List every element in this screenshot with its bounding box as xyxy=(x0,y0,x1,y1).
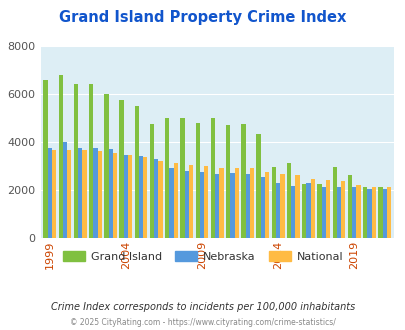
Bar xyxy=(382,188,386,238)
Bar xyxy=(279,174,284,238)
Bar xyxy=(230,173,234,238)
Bar xyxy=(184,171,188,238)
Bar xyxy=(74,84,78,238)
Bar xyxy=(104,94,108,238)
Bar xyxy=(82,150,86,238)
Bar xyxy=(188,165,193,238)
Bar xyxy=(286,163,290,238)
Text: Crime Index corresponds to incidents per 100,000 inhabitants: Crime Index corresponds to incidents per… xyxy=(51,302,354,312)
Bar xyxy=(128,155,132,238)
Bar xyxy=(180,118,184,238)
Bar xyxy=(149,124,154,238)
Bar xyxy=(143,157,147,238)
Bar xyxy=(169,168,173,238)
Bar xyxy=(234,168,238,238)
Bar xyxy=(356,185,360,238)
Bar xyxy=(310,179,314,238)
Bar xyxy=(78,148,82,238)
Bar xyxy=(226,125,230,238)
Bar xyxy=(63,142,67,238)
Bar xyxy=(119,100,124,238)
Bar xyxy=(290,186,295,238)
Bar xyxy=(332,167,336,238)
Bar xyxy=(204,166,208,238)
Bar xyxy=(351,187,356,238)
Bar xyxy=(67,150,71,238)
Bar xyxy=(215,174,219,238)
Bar xyxy=(271,167,275,238)
Bar xyxy=(241,124,245,238)
Bar xyxy=(260,177,264,238)
Bar xyxy=(321,187,325,238)
Bar xyxy=(210,118,215,238)
Bar xyxy=(158,161,162,238)
Bar xyxy=(134,106,139,238)
Bar xyxy=(371,187,375,238)
Bar xyxy=(362,187,367,238)
Bar xyxy=(256,134,260,238)
Text: © 2025 CityRating.com - https://www.cityrating.com/crime-statistics/: © 2025 CityRating.com - https://www.city… xyxy=(70,318,335,327)
Bar xyxy=(336,187,340,238)
Bar xyxy=(199,172,204,238)
Bar xyxy=(367,188,371,238)
Bar xyxy=(306,182,310,238)
Bar xyxy=(317,184,321,238)
Text: Grand Island Property Crime Index: Grand Island Property Crime Index xyxy=(59,10,346,25)
Bar xyxy=(124,155,128,238)
Bar xyxy=(113,153,117,238)
Bar xyxy=(301,184,306,238)
Bar xyxy=(43,80,47,238)
Bar xyxy=(139,156,143,238)
Bar xyxy=(347,176,351,238)
Bar xyxy=(47,148,52,238)
Bar xyxy=(97,151,102,238)
Bar xyxy=(52,150,56,238)
Legend: Grand Island, Nebraska, National: Grand Island, Nebraska, National xyxy=(58,247,347,267)
Bar xyxy=(108,149,113,238)
Bar xyxy=(93,148,97,238)
Bar xyxy=(275,182,279,238)
Bar xyxy=(154,159,158,238)
Bar xyxy=(249,168,254,238)
Bar xyxy=(386,187,390,238)
Bar xyxy=(165,118,169,238)
Bar xyxy=(295,176,299,238)
Bar xyxy=(173,163,177,238)
Bar xyxy=(340,182,345,238)
Bar xyxy=(264,172,269,238)
Bar xyxy=(58,75,63,238)
Bar xyxy=(245,174,249,238)
Bar xyxy=(377,187,382,238)
Bar xyxy=(195,123,199,238)
Bar xyxy=(89,84,93,238)
Bar xyxy=(325,180,329,238)
Bar xyxy=(219,168,223,238)
